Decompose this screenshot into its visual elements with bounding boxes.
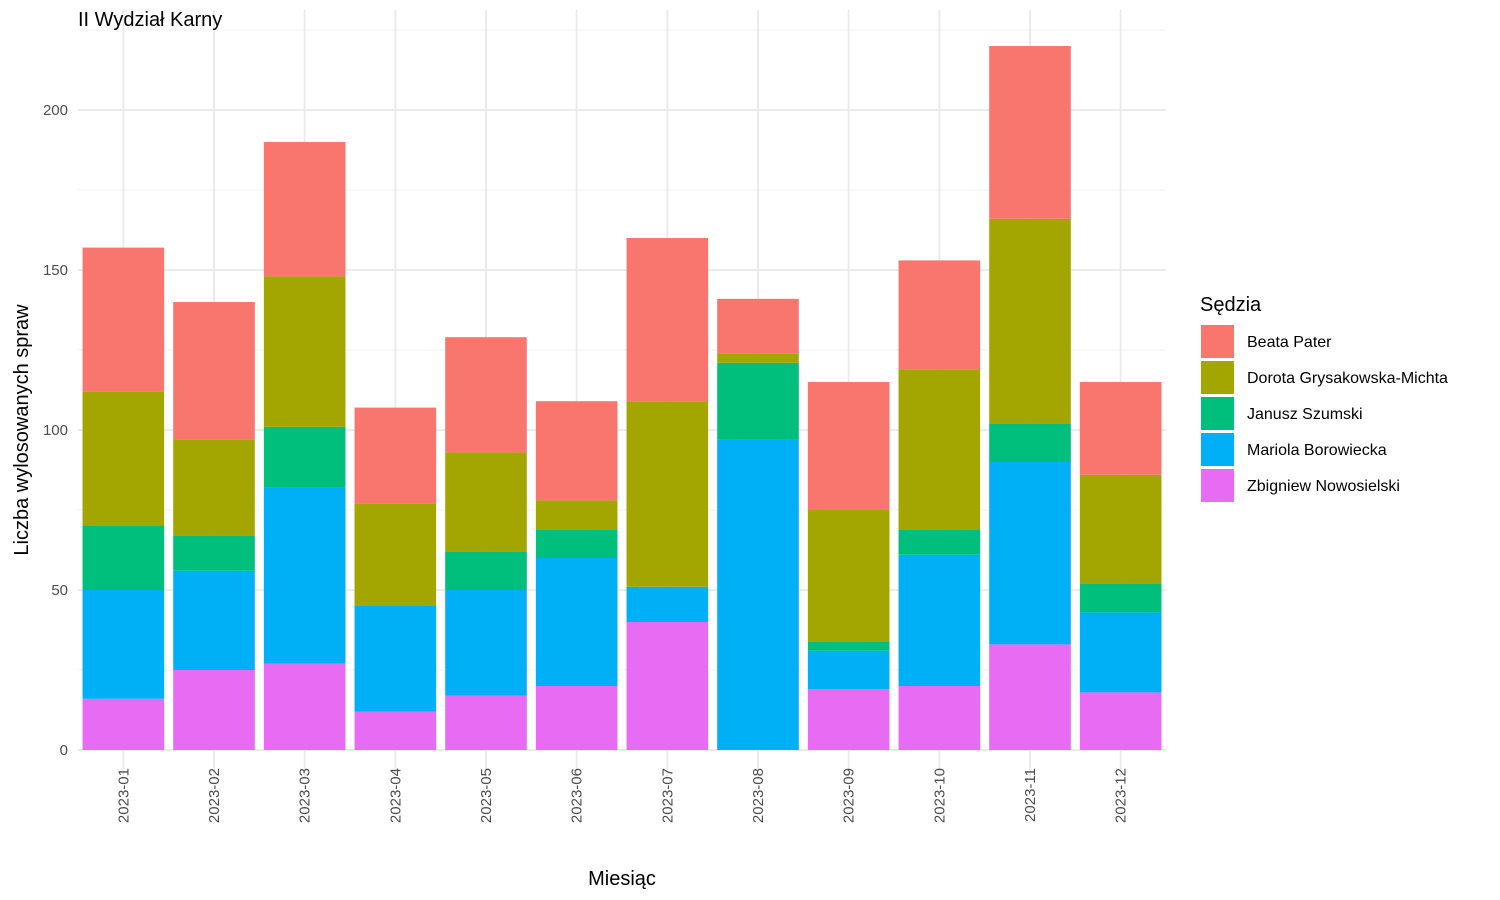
x-tick-label: 2023-09 — [841, 768, 858, 823]
bar-segment — [173, 535, 255, 571]
bar-segment — [263, 142, 346, 277]
bar-segment — [535, 401, 618, 501]
bar-segment — [1079, 692, 1162, 750]
bar-segment — [898, 686, 981, 750]
bar-segment — [445, 337, 527, 453]
legend-swatch — [1201, 397, 1234, 430]
bar-segment — [354, 503, 437, 606]
minor-gridlines — [78, 29, 1166, 671]
bars — [82, 46, 1162, 750]
bar-segment — [898, 260, 981, 370]
bar-segment — [82, 526, 165, 590]
bar-segment — [807, 641, 890, 651]
bar-segment — [82, 590, 165, 699]
bar-segment — [445, 452, 527, 552]
y-tick-label: 50 — [51, 582, 68, 599]
legend-label: Janusz Szumski — [1247, 406, 1363, 423]
x-tick-label: 2023-07 — [659, 768, 676, 823]
x-tick-label: 2023-12 — [1113, 768, 1130, 823]
legend-title: Sędzia — [1200, 294, 1262, 316]
legend-swatch — [1201, 361, 1234, 394]
y-tick-label: 100 — [43, 422, 68, 439]
legend-swatch — [1201, 433, 1234, 466]
bar-segment — [445, 551, 527, 590]
bar-segment — [807, 510, 890, 642]
x-tick-label: 2023-06 — [569, 768, 586, 823]
x-tick-label: 2023-04 — [387, 768, 404, 823]
bar-segment — [354, 711, 437, 750]
x-tick-label: 2023-03 — [297, 768, 314, 823]
bar-segment — [717, 439, 799, 750]
legend: Sędzia Beata Pater Dorota Grysakowska-Mic… — [1200, 294, 1448, 502]
bar-segment — [173, 302, 255, 440]
chart-title: II Wydział Karny — [78, 9, 222, 31]
legend-label: Zbigniew Nowosielski — [1247, 478, 1400, 495]
x-tick-label: 2023-01 — [115, 768, 132, 823]
bar-segment — [626, 401, 709, 587]
y-tick-label: 0 — [60, 742, 68, 759]
bar-segment — [173, 570, 255, 670]
bar-segment — [626, 586, 709, 622]
bar-segment — [1079, 612, 1162, 693]
bar-segment — [173, 439, 255, 536]
legend-swatch — [1201, 469, 1234, 502]
legend-label: Mariola Borowiecka — [1247, 442, 1387, 459]
bar-segment — [717, 362, 799, 440]
x-tick-label: 2023-05 — [478, 768, 495, 823]
bar-segment — [717, 353, 799, 363]
x-tick-label: 2023-08 — [750, 768, 767, 823]
bar-segment — [354, 606, 437, 712]
y-axis-ticks: 0 50 100 150 200 — [43, 102, 68, 759]
bar-segment — [898, 369, 981, 530]
bar-segment — [354, 407, 437, 504]
legend-swatch — [1201, 325, 1234, 358]
bar-segment — [989, 644, 1071, 750]
y-tick-label: 200 — [43, 102, 68, 119]
bar-segment — [535, 558, 618, 686]
bar-segment — [445, 590, 527, 696]
legend-label: Dorota Grysakowska-Michta — [1247, 370, 1448, 387]
bar-segment — [1079, 382, 1162, 475]
bar-segment — [1079, 474, 1162, 584]
bar-segment — [82, 391, 165, 526]
bar-segment — [173, 670, 255, 750]
x-tick-label: 2023-11 — [1022, 768, 1039, 822]
bar-segment — [535, 686, 618, 750]
legend-items: Beata Pater Dorota Grysakowska-Michta Janu… — [1201, 325, 1448, 502]
bar-segment — [807, 382, 890, 510]
y-axis-title: Liczba wylosowanych spraw — [11, 304, 33, 556]
bar-segment — [535, 500, 618, 530]
bar-segment — [717, 298, 799, 354]
bar-segment — [626, 622, 709, 750]
bar-segment — [445, 695, 527, 750]
bar-segment — [263, 487, 346, 664]
bar-segment — [263, 663, 346, 750]
bar-segment — [898, 554, 981, 686]
bar-segment — [989, 423, 1071, 462]
bar-segment — [898, 529, 981, 555]
y-tick-label: 150 — [43, 262, 68, 279]
bar-segment — [989, 218, 1071, 424]
x-axis-ticks: 2023-01 2023-02 2023-03 2023-04 2023-05 2023-… — [115, 768, 1129, 823]
bar-segment — [535, 529, 618, 558]
bar-segment — [263, 426, 346, 488]
bar-segment — [626, 238, 709, 402]
x-axis-title: Miesiąc — [588, 868, 656, 890]
bar-segment — [989, 46, 1071, 219]
legend-label: Beata Pater — [1247, 334, 1332, 351]
bar-segment — [82, 698, 165, 750]
bar-segment — [82, 247, 165, 392]
bar-segment — [807, 689, 890, 750]
x-tick-label: 2023-02 — [206, 768, 223, 823]
bar-segment — [263, 276, 346, 427]
bar-segment — [1079, 583, 1162, 613]
bar-segment — [807, 650, 890, 690]
bar-segment — [989, 462, 1071, 645]
x-tick-label: 2023-10 — [931, 768, 948, 823]
